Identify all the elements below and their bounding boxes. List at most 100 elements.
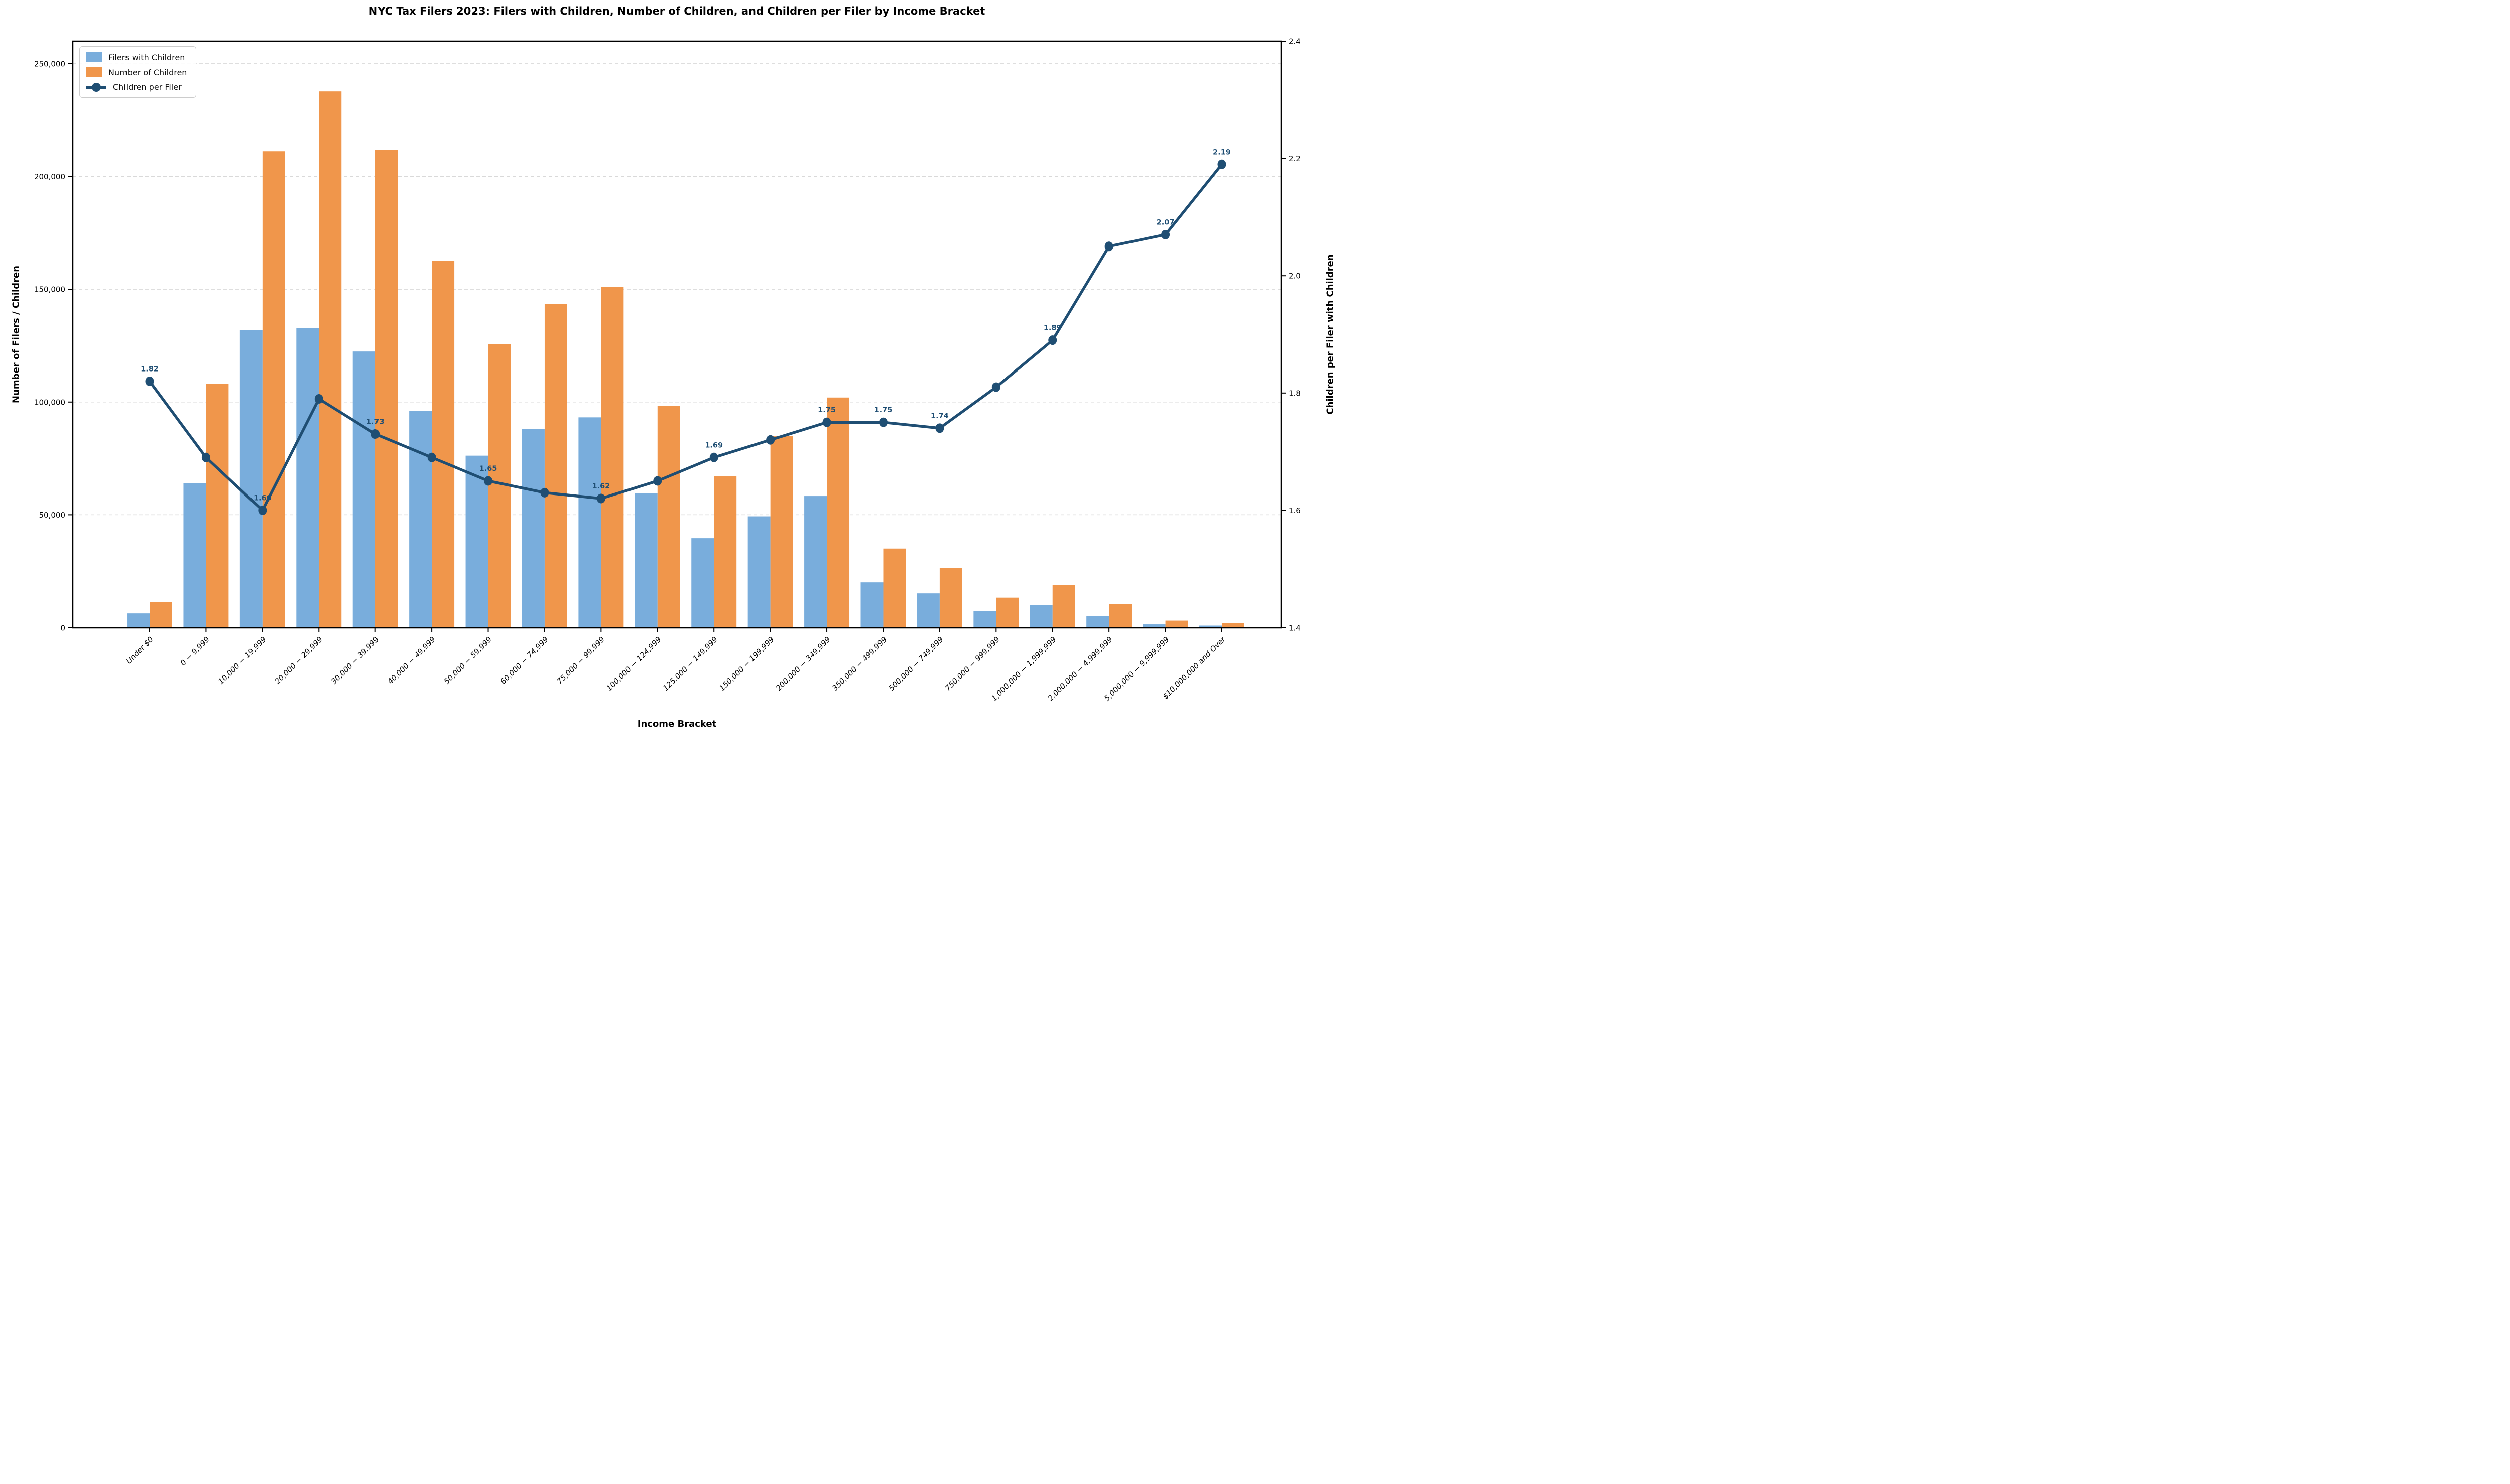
ratio-marker-0 bbox=[145, 376, 154, 386]
ratio-marker-18 bbox=[1161, 229, 1170, 239]
ratio-markers bbox=[145, 159, 1226, 515]
bar-filers-13 bbox=[860, 582, 884, 628]
y-left-tick-label-4: 200,000 bbox=[34, 172, 65, 181]
bar-children-16 bbox=[1052, 585, 1075, 628]
bar-filers-4 bbox=[352, 351, 375, 628]
bar-filers-19 bbox=[1199, 625, 1222, 628]
legend-item-filers: Filers with Children bbox=[86, 52, 187, 62]
y-right-tick-label-4: 2.2 bbox=[1289, 154, 1301, 163]
x-axis-title: Income Bracket bbox=[637, 719, 717, 729]
bar-children-5 bbox=[432, 261, 455, 628]
y-left-tick-label-0: 0 bbox=[60, 624, 65, 633]
bar-filers-2 bbox=[239, 330, 263, 628]
x-tick-label-4: 30,000 − 39,999 bbox=[329, 635, 381, 686]
bar-children-19 bbox=[1222, 623, 1244, 628]
bar-filers-3 bbox=[296, 328, 319, 628]
combo-chart: 1.821.601.731.651.621.691.75 1.751.741.89… bbox=[34, 37, 1301, 703]
y-right-axis-title: Children per Filer with Children bbox=[1325, 254, 1336, 415]
x-tick-label-17: 2,000,000 − 4,999,999 bbox=[1046, 635, 1114, 703]
ratio-point-label-2: 1.60 bbox=[254, 494, 272, 502]
x-tick-label-7: 60,000 − 74,999 bbox=[498, 635, 550, 686]
x-tick-label-1: 0 − 9,999 bbox=[179, 635, 211, 667]
bar-children-13 bbox=[883, 548, 906, 628]
ratio-marker-17 bbox=[1104, 241, 1113, 252]
y-right-tick-label-3: 2.0 bbox=[1289, 272, 1301, 281]
legend-label-ratio: Children per Filer bbox=[113, 82, 182, 92]
ratio-marker-14 bbox=[935, 423, 944, 433]
bar-children-9 bbox=[657, 406, 680, 628]
ratio-point-label-8: 1.62 bbox=[592, 482, 610, 490]
ratio-point-label-16: 1.89 bbox=[1044, 324, 1062, 332]
bar-children-10 bbox=[714, 476, 737, 628]
y-left-tick-label-5: 250,000 bbox=[34, 59, 65, 68]
bar-children-0 bbox=[150, 602, 172, 628]
legend-label-children: Number of Children bbox=[108, 67, 187, 77]
bar-filers-0 bbox=[127, 613, 150, 628]
y-right-tick-label-5: 2.4 bbox=[1289, 37, 1301, 46]
ratio-marker-19 bbox=[1217, 159, 1226, 169]
bar-children-2 bbox=[262, 151, 285, 628]
chart-canvas: 1.82 1.60 1.73 1.65 1.62 1.69 1.75 1.75 1.74 1.89… bbox=[0, 0, 1345, 742]
ratio-point-label-12: 1.75 bbox=[818, 406, 836, 414]
bar-children-18 bbox=[1165, 620, 1188, 628]
legend-swatch-ratio-dot-icon bbox=[92, 82, 101, 92]
y-right-tick-label-1: 1.6 bbox=[1289, 506, 1301, 515]
ratio-marker-16 bbox=[1048, 335, 1057, 345]
ratio-point-labels: 1.82 1.60 1.73 1.65 1.62 1.69 1.75 1.75 1.74 1.89… bbox=[141, 148, 1231, 502]
bar-children-3 bbox=[319, 91, 342, 628]
ratio-point-label-6: 1.65 bbox=[479, 465, 497, 473]
x-tick-label-3: 20,000 − 29,999 bbox=[273, 635, 325, 686]
x-tick-label-18: 5,000,000 − 9,999,999 bbox=[1102, 635, 1171, 703]
ratio-marker-2 bbox=[258, 505, 267, 515]
bar-children-12 bbox=[827, 397, 850, 628]
bar-children-4 bbox=[375, 150, 398, 628]
y-right-tick-label-0: 1.4 bbox=[1289, 624, 1301, 633]
ratio-marker-1 bbox=[201, 452, 210, 462]
x-tick-label-0: Under $0 bbox=[124, 635, 155, 666]
y-right-tick-label-2: 1.8 bbox=[1289, 389, 1301, 398]
ratio-line bbox=[148, 163, 1223, 512]
bar-filers-8 bbox=[578, 417, 601, 628]
legend: Filers with Children Number of Children … bbox=[79, 46, 197, 98]
x-tick-label-9: 100,000 − 124,999 bbox=[605, 635, 663, 693]
y-left-ticks: 0 50,000 100,000 150,000 200,000 250,000 bbox=[34, 59, 73, 633]
ratio-point-label-19: 2.19 bbox=[1213, 148, 1231, 156]
ratio-point-label-18: 2.07 bbox=[1157, 218, 1175, 226]
legend-swatch-children-icon bbox=[86, 67, 102, 77]
x-tick-label-5: 40,000 − 49,999 bbox=[386, 635, 437, 686]
legend-item-children: Number of Children bbox=[86, 67, 187, 77]
bar-children-17 bbox=[1109, 604, 1132, 628]
ratio-marker-4 bbox=[371, 429, 380, 439]
legend-swatch-ratio-line-icon bbox=[86, 82, 106, 92]
bars-filers bbox=[127, 328, 1222, 628]
x-tick-label-6: 50,000 − 59,999 bbox=[442, 635, 494, 686]
ratio-marker-9 bbox=[653, 476, 662, 486]
ratio-marker-5 bbox=[427, 452, 436, 462]
legend-item-ratio: Children per Filer bbox=[86, 82, 187, 92]
bar-filers-10 bbox=[691, 538, 714, 628]
y-left-tick-label-2: 100,000 bbox=[34, 398, 65, 407]
x-tick-label-15: 750,000 − 999,999 bbox=[943, 635, 1001, 693]
bar-filers-16 bbox=[1030, 605, 1053, 628]
bar-filers-7 bbox=[522, 429, 545, 628]
y-left-tick-label-1: 50,000 bbox=[39, 511, 66, 520]
bar-children-8 bbox=[601, 287, 624, 628]
ratio-marker-15 bbox=[991, 382, 1000, 392]
ratio-point-label-4: 1.73 bbox=[366, 418, 385, 426]
ratio-marker-7 bbox=[540, 487, 549, 498]
legend-swatch-filers-icon bbox=[86, 52, 102, 62]
y-left-tick-label-3: 150,000 bbox=[34, 285, 65, 294]
ratio-marker-12 bbox=[822, 417, 831, 427]
x-ticks: Under $0 0 − 9,999 10,000 − 19,999 20,000 −… bbox=[124, 628, 1227, 703]
bar-filers-17 bbox=[1086, 616, 1109, 628]
bar-children-11 bbox=[770, 436, 793, 628]
bars-children bbox=[150, 91, 1244, 628]
ratio-point-label-10: 1.69 bbox=[705, 441, 723, 449]
x-tick-label-12: 200,000 − 349,999 bbox=[774, 635, 832, 693]
bar-filers-14 bbox=[917, 593, 940, 628]
bar-filers-18 bbox=[1143, 624, 1166, 628]
ratio-marker-8 bbox=[596, 493, 605, 504]
ratio-marker-6 bbox=[484, 476, 493, 486]
bar-children-15 bbox=[996, 597, 1019, 628]
x-tick-label-13: 350,000 − 499,999 bbox=[830, 635, 889, 693]
